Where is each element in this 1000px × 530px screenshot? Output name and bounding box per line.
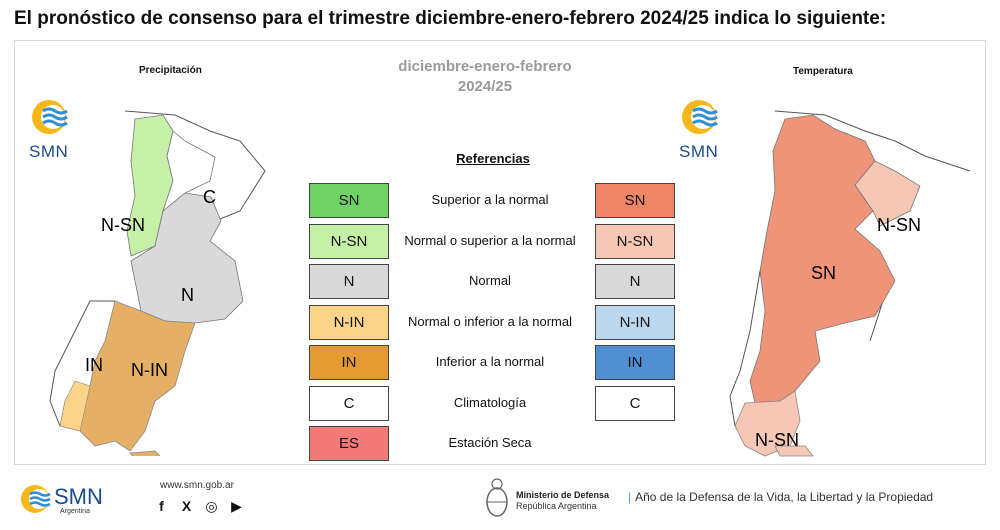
legend-swatch-temp: SN <box>595 183 675 218</box>
footer-smn-subtitle: Argentina <box>60 508 90 515</box>
footer: SMN Argentina www.smn.gob.ar f X ◎ ▶ Min… <box>0 470 1000 530</box>
legend-swatch-precip: ES <box>309 426 389 461</box>
year-motto: | Año de la Defensa de la Vida, la Libert… <box>628 490 933 504</box>
precipitation-map-title: Precipitación <box>139 65 202 76</box>
map-label-n-precip: N <box>181 285 194 305</box>
legend-description: Superior a la normal <box>431 192 549 207</box>
legend-swatch-precip: IN <box>309 345 389 380</box>
map-label-nsn-temp-ne: N-SN <box>877 215 921 235</box>
precipitation-map: C N-SN N IN N-IN <box>35 101 275 456</box>
legend-description: Normal o superior a la normal <box>404 232 576 248</box>
legend-description: Normal o inferior a la normal <box>407 313 572 329</box>
legend-swatch-temp: N-SN <box>595 223 675 259</box>
website-link[interactable]: www.smn.gob.ar <box>160 480 234 491</box>
map-label-nsn-precip: N-SN <box>101 215 145 235</box>
references-title: Referencias <box>456 151 530 166</box>
social-links: f X ◎ ▶ <box>153 498 245 515</box>
map-label-nin-precip: N-IN <box>131 360 168 380</box>
legend-description: Climatología <box>453 394 527 410</box>
legend-swatch-precip: N-IN <box>309 304 389 340</box>
smn-logo-text: SMN <box>29 142 69 161</box>
legend-description: Estación Seca <box>448 435 532 450</box>
season-title: diciembre-enero-febrero 2024/25 <box>375 57 595 97</box>
map-label-sn-temp: SN <box>811 263 836 283</box>
legend-swatch-precip: N <box>309 264 389 299</box>
page-headline: El pronóstico de consenso para el trimes… <box>14 8 887 29</box>
smn-logo-precip: SMN <box>29 97 89 162</box>
region-in-precip <box>59 300 196 452</box>
coat-of-arms-icon <box>486 478 508 517</box>
legend-swatch-precip: C <box>309 385 389 421</box>
youtube-icon[interactable]: ▶ <box>231 498 242 514</box>
facebook-icon[interactable]: f <box>159 498 164 514</box>
smn-logo-temp: SMN <box>679 97 739 162</box>
legend-swatch-precip: N-SN <box>309 223 389 259</box>
legend-swatch-temp: N-IN <box>595 304 675 340</box>
season-line-1: diciembre-enero-febrero <box>398 58 572 75</box>
legend-description: Normal <box>469 273 511 288</box>
region-sn-temp <box>749 114 896 404</box>
motto-divider: | <box>628 490 632 504</box>
map-label-in-precip: IN <box>85 355 103 375</box>
region-nsn-temp-ne <box>854 160 921 227</box>
smn-sun-icon <box>682 100 718 134</box>
smn-logo-text: SMN <box>679 142 719 161</box>
legend-swatch-precip: SN <box>309 183 389 218</box>
ministry-of-defense: Ministerio de Defensa República Argentin… <box>516 490 609 512</box>
map-label-nsn-temp-s: N-SN <box>755 430 799 450</box>
legend-swatch-temp: IN <box>595 345 675 380</box>
footer-smn-logo-text: SMN <box>54 484 103 509</box>
legend-description: Inferior a la normal <box>435 354 545 369</box>
temperature-map: N-SN SN N-SN <box>705 101 985 461</box>
ministry-name: Ministerio de Defensa <box>516 490 610 500</box>
ministry-country: República Argentina <box>516 501 597 511</box>
region-c-precip <box>162 130 216 213</box>
legend-swatch-temp: N <box>595 264 675 299</box>
smn-footer-sun-icon <box>21 485 51 513</box>
region-n-precip <box>130 192 244 324</box>
instagram-icon[interactable]: ◎ <box>205 498 218 514</box>
smn-sun-icon <box>32 100 68 134</box>
legend-swatch-temp: C <box>595 385 675 421</box>
map-label-c-precip: C <box>203 187 216 207</box>
x-icon[interactable]: X <box>181 498 192 514</box>
motto-text: Año de la Defensa de la Vida, la Liberta… <box>635 490 934 504</box>
forecast-panel: Precipitación SMN <box>14 40 986 465</box>
season-line-2: 2024/25 <box>457 78 513 95</box>
temperature-map-title: Temperatura <box>793 66 853 77</box>
